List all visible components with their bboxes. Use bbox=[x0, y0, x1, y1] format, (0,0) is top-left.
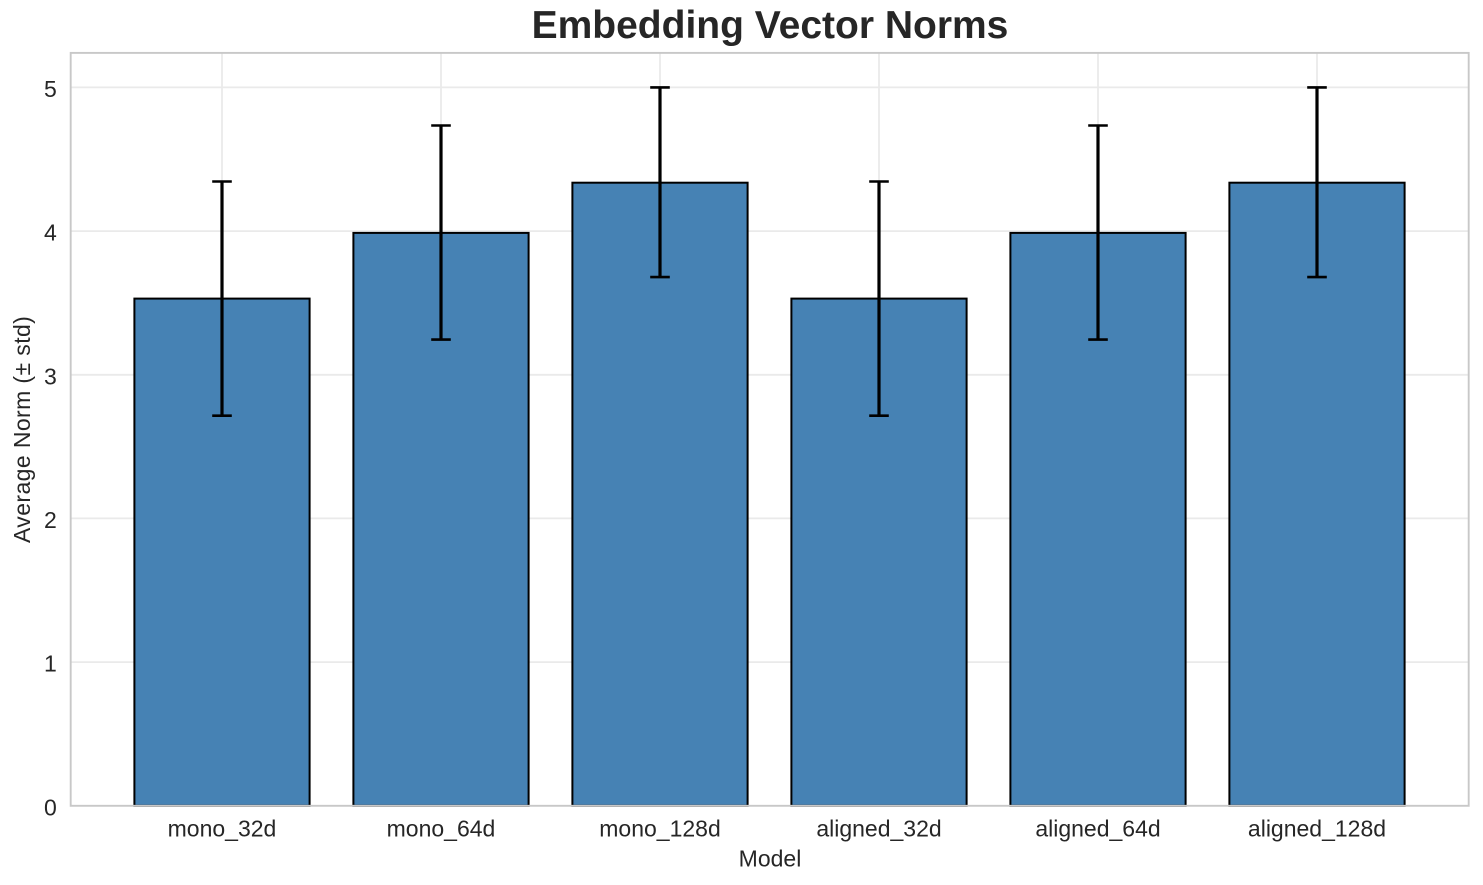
svg-text:0: 0 bbox=[44, 794, 57, 820]
svg-text:mono_128d: mono_128d bbox=[599, 816, 721, 842]
svg-text:aligned_64d: aligned_64d bbox=[1035, 816, 1160, 842]
svg-text:Embedding Vector Norms: Embedding Vector Norms bbox=[532, 4, 1009, 47]
svg-text:1: 1 bbox=[44, 651, 57, 677]
svg-text:Average Norm (± std): Average Norm (± std) bbox=[9, 316, 35, 543]
svg-text:3: 3 bbox=[44, 363, 57, 389]
svg-text:4: 4 bbox=[44, 220, 57, 246]
svg-text:Model: Model bbox=[739, 846, 802, 872]
svg-text:mono_32d: mono_32d bbox=[168, 816, 277, 842]
svg-text:2: 2 bbox=[44, 507, 57, 533]
svg-text:mono_64d: mono_64d bbox=[387, 816, 496, 842]
svg-text:aligned_128d: aligned_128d bbox=[1248, 816, 1386, 842]
svg-text:5: 5 bbox=[44, 76, 57, 102]
svg-text:aligned_32d: aligned_32d bbox=[816, 816, 941, 842]
